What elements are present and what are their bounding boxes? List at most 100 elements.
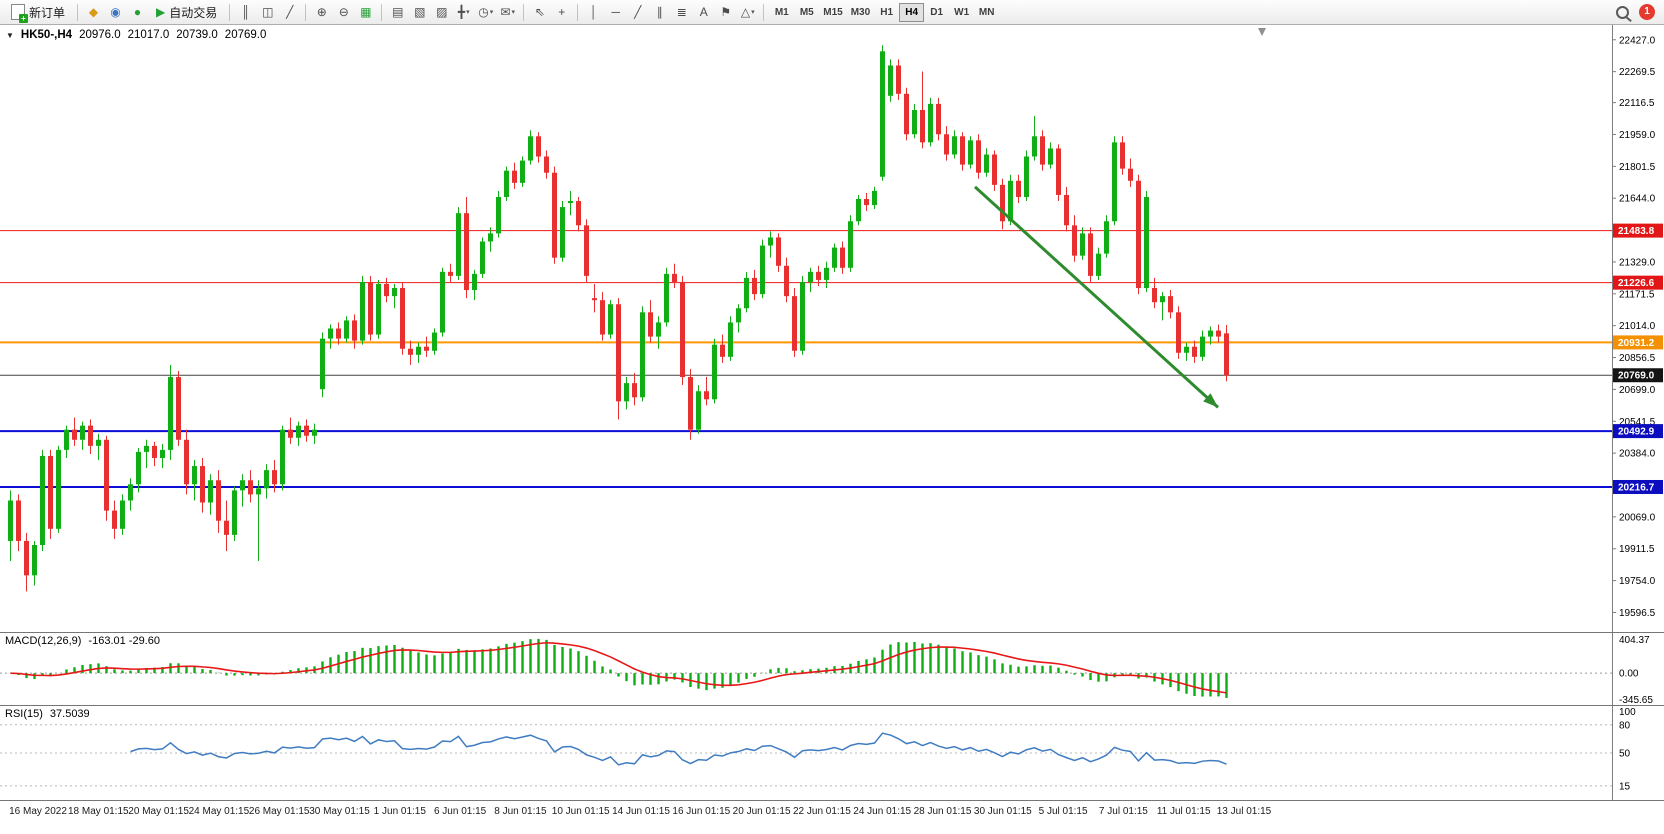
community-icon: ● [133,5,142,19]
time-label: 11 Jul 01:15 [1156,806,1211,817]
svg-text:21644.0: 21644.0 [1619,194,1656,205]
svg-text:50: 50 [1619,749,1631,760]
vertical-line-tool-button[interactable]: │ [583,2,604,23]
time-label: 10 Jun 01:15 [551,806,610,817]
time-label: 5 Jul 01:15 [1038,806,1088,817]
svg-text:20931.2: 20931.2 [1618,338,1655,349]
timeframe-button-h1[interactable]: H1 [874,3,899,22]
time-label: 18 May 01:15 [67,806,129,817]
profile-button-3[interactable]: ▨ [431,2,452,23]
toolbar: + 新订单 ◆ ◉ ● ▶ 自动交易 ║ ◫ ╱ ⊕ ⊖ ▦ ▤ ▧ ▨ ╋ ▾ … [0,0,1664,25]
svg-text:21329.0: 21329.0 [1619,257,1656,268]
toolbar-separator [381,3,383,21]
time-label: 14 Jun 01:15 [612,806,670,817]
time-label: 24 May 01:15 [188,806,250,817]
webtrader-icon: ◉ [110,5,121,19]
time-label: 16 Jun 01:15 [672,806,731,817]
chart-marker-icon: ▼ [6,30,14,40]
svg-text:20856.5: 20856.5 [1619,353,1656,364]
svg-text:21171.5: 21171.5 [1619,289,1655,300]
toolbar-separator [229,3,231,21]
rsi-label: RSI(15) 37.5039 [5,708,90,720]
search-button[interactable] [1612,2,1633,23]
toolbar-separator [305,3,307,21]
time-label: 30 May 01:15 [309,806,370,817]
tile-windows-button[interactable]: ▦ [355,2,376,23]
shapes-menu-button[interactable]: △ ▾ [737,2,758,23]
clock-icon: ◷ [478,5,489,19]
horizontal-line-tool-button[interactable]: ─ [605,2,626,23]
rsi-canvas[interactable]: 100 80 50 15 [0,706,1664,800]
chart-profile-icon: ▤ [392,5,404,19]
time-label: 20 Jun 01:15 [732,806,791,817]
deposit-button[interactable]: ◆ [83,2,104,23]
timeframe-button-w1[interactable]: W1 [949,3,974,22]
main-chart-canvas[interactable]: 22427.0 22269.5 22116.5 21959.0 21801.5 21644… [0,25,1664,632]
timeframe-button-m15[interactable]: M15 [819,3,846,22]
time-label: 7 Jul 01:15 [1098,806,1148,817]
chart-template-icon: ▧ [414,5,426,19]
cursor-tool-button[interactable]: ⇖ [529,2,550,23]
horizontal-line-icon: ─ [611,5,621,19]
rsi-value: 37.5039 [49,708,90,720]
fibonacci-tool-button[interactable]: ≣ [671,2,692,23]
macd-label: MACD(12,26,9) -163.01 -29.60 [5,635,160,647]
timeframe-button-h4[interactable]: H4 [899,2,925,22]
trendline-icon: ╱ [634,5,642,19]
community-button[interactable]: ● [127,2,148,23]
tile-windows-icon: ▦ [360,5,372,19]
zoom-in-button[interactable]: ⊕ [311,2,332,23]
new-order-icon: + [11,4,28,23]
candlestick-chart-button[interactable]: ◫ [257,2,278,23]
period-menu-button[interactable]: ◷ ▾ [475,2,496,23]
timeframe-button-d1[interactable]: D1 [924,3,949,22]
profile-button-2[interactable]: ▧ [409,2,430,23]
bar-chart-icon: ║ [241,5,251,19]
rsi-name: RSI(15) [5,708,43,720]
indicator-plus-icon: ╋ [457,5,466,19]
trendline-tool-button[interactable]: ╱ [627,2,648,23]
svg-text:20492.9: 20492.9 [1618,427,1655,438]
zoom-out-button[interactable]: ⊖ [333,2,354,23]
profile-button-1[interactable]: ▤ [387,2,408,23]
autotrade-button[interactable]: ▶ 自动交易 [149,2,224,23]
ohlc-high: 21017.0 [127,29,170,41]
new-order-button[interactable]: + 新订单 [4,2,72,23]
time-label: 22 Jun 01:15 [792,806,851,817]
candlestick-chart-icon: ◫ [262,5,274,19]
svg-text:-345.65: -345.65 [1619,695,1653,705]
timeframe-button-m1[interactable]: M1 [769,3,794,22]
macd-values: -163.01 -29.60 [88,635,160,647]
ohlc-open: 20976.0 [79,29,121,41]
label-tool-button[interactable]: ⚑ [715,2,736,23]
notification-badge[interactable]: 1 [1639,4,1655,20]
chevron-down-icon: ▾ [751,9,755,16]
time-label: 1 Jun 01:15 [373,806,426,817]
svg-text:21226.6: 21226.6 [1618,278,1655,289]
webtrader-button[interactable]: ◉ [105,2,126,23]
time-label: 13 Jul 01:15 [1216,806,1272,817]
svg-text:20769.0: 20769.0 [1618,371,1655,382]
toolbar-separator [577,3,579,21]
crosshair-tool-button[interactable]: + [551,2,572,23]
indicators-button[interactable]: ╋ ▾ [453,2,474,23]
time-axis[interactable]: 16 May 2022 18 May 01:15 20 May 01:15 24 Ma… [0,800,1664,834]
timeframe-button-m30[interactable]: M30 [847,3,874,22]
toolbar-separator [523,3,525,21]
channel-tool-button[interactable]: ∥ [649,2,670,23]
text-tool-button[interactable]: A [693,2,714,23]
bar-chart-button[interactable]: ║ [235,2,256,23]
timeframe-button-m5[interactable]: M5 [794,3,819,22]
crosshair-icon: + [558,5,566,19]
template-menu-button[interactable]: ✉ ▾ [497,2,518,23]
svg-text:15: 15 [1619,781,1631,792]
fibonacci-icon: ≣ [676,5,687,19]
line-chart-button[interactable]: ╱ [279,2,300,23]
deposit-icon: ◆ [88,5,99,19]
svg-text:19911.5: 19911.5 [1619,544,1655,555]
svg-text:0.00: 0.00 [1619,669,1639,680]
zoom-in-icon: ⊕ [316,5,327,19]
timeframe-button-mn[interactable]: MN [974,3,999,22]
shapes-icon: △ [740,5,751,19]
macd-canvas[interactable]: 404.37 0.00 -345.65 [0,633,1664,705]
